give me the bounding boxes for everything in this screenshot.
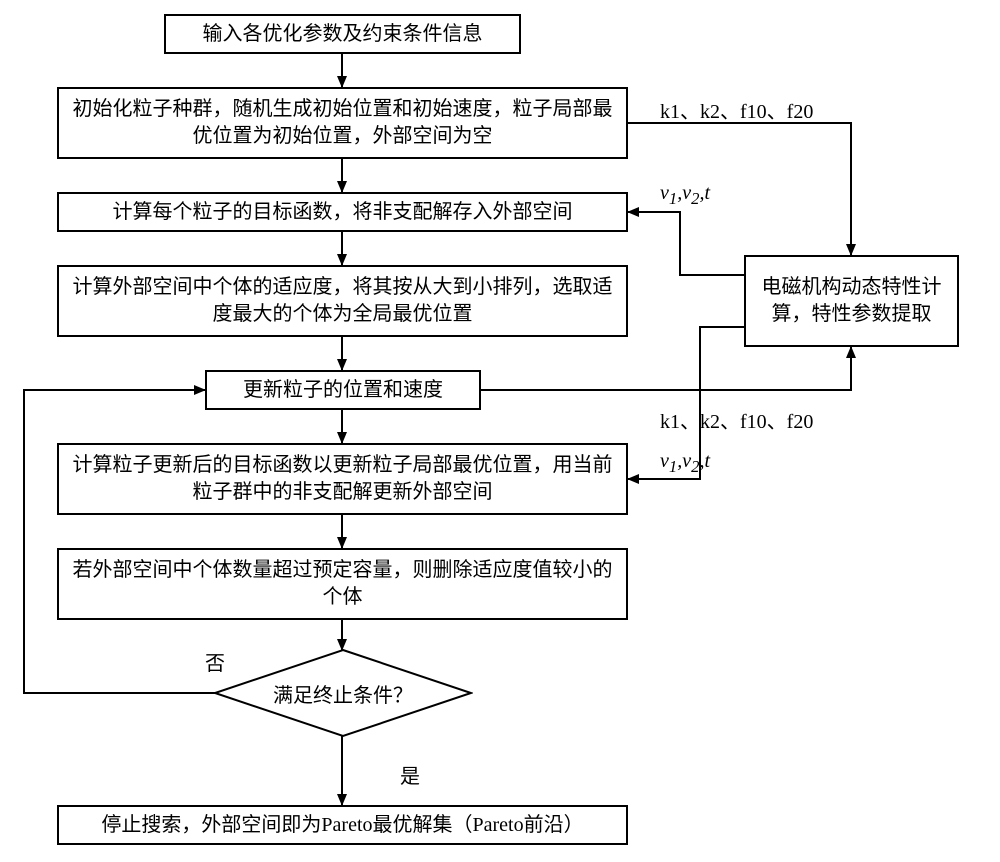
node-em-dynamics: 电磁机构动态特性计算，特性参数提取 <box>744 255 959 347</box>
edge-label-v-top: v1,v2,t <box>660 182 710 209</box>
node-label: 计算外部空间中个体的适应度，将其按从大到小排列，选取适度最大的个体为全局最优位置 <box>69 274 616 328</box>
node-label: 初始化粒子种群，随机生成初始位置和初始速度，粒子局部最优位置为初始位置，外部空间… <box>69 96 616 150</box>
node-label: 若外部空间中个体数量超过预定容量，则删除适应度值较小的个体 <box>69 557 616 611</box>
node-label: 停止搜索，外部空间即为Pareto最优解集（Pareto前沿） <box>101 812 583 839</box>
edge-label-yes: 是 <box>400 760 420 789</box>
text: 否 <box>205 653 225 675</box>
text: v1,v2,t <box>660 450 710 472</box>
text: k1、k2、f10、f20 <box>660 411 813 433</box>
node-prune-archive: 若外部空间中个体数量超过预定容量，则删除适应度值较小的个体 <box>57 548 628 620</box>
node-compute-objective: 计算每个粒子的目标函数，将非支配解存入外部空间 <box>57 192 628 232</box>
node-label: 输入各优化参数及约束条件信息 <box>203 21 483 48</box>
edge-label-k-top: k1、k2、f10、f20 <box>660 95 813 124</box>
node-label: 满足终止条件？ <box>273 679 413 708</box>
node-input-params: 输入各优化参数及约束条件信息 <box>164 14 521 54</box>
node-update-local-best: 计算粒子更新后的目标函数以更新粒子局部最优位置，用当前粒子群中的非支配解更新外部… <box>57 443 628 515</box>
node-termination-check: 满足终止条件？ <box>213 648 473 738</box>
node-label: 计算每个粒子的目标函数，将非支配解存入外部空间 <box>113 199 573 226</box>
text: k1、k2、f10、f20 <box>660 101 813 123</box>
node-label: 电磁机构动态特性计算，特性参数提取 <box>756 274 947 328</box>
node-label: 更新粒子的位置和速度 <box>243 377 443 404</box>
edge-label-v-bottom: v1,v2,t <box>660 450 710 477</box>
node-update-particle: 更新粒子的位置和速度 <box>205 370 481 410</box>
node-init-swarm: 初始化粒子种群，随机生成初始位置和初始速度，粒子局部最优位置为初始位置，外部空间… <box>57 87 628 159</box>
node-stop-output: 停止搜索，外部空间即为Pareto最优解集（Pareto前沿） <box>57 805 628 845</box>
edge-label-no: 否 <box>205 647 225 676</box>
text: 是 <box>400 766 420 788</box>
edge-label-k-bottom: k1、k2、f10、f20 <box>660 405 813 434</box>
text: v1,v2,t <box>660 182 710 204</box>
node-label: 计算粒子更新后的目标函数以更新粒子局部最优位置，用当前粒子群中的非支配解更新外部… <box>69 452 616 506</box>
node-fitness-sort: 计算外部空间中个体的适应度，将其按从大到小排列，选取适度最大的个体为全局最优位置 <box>57 265 628 337</box>
